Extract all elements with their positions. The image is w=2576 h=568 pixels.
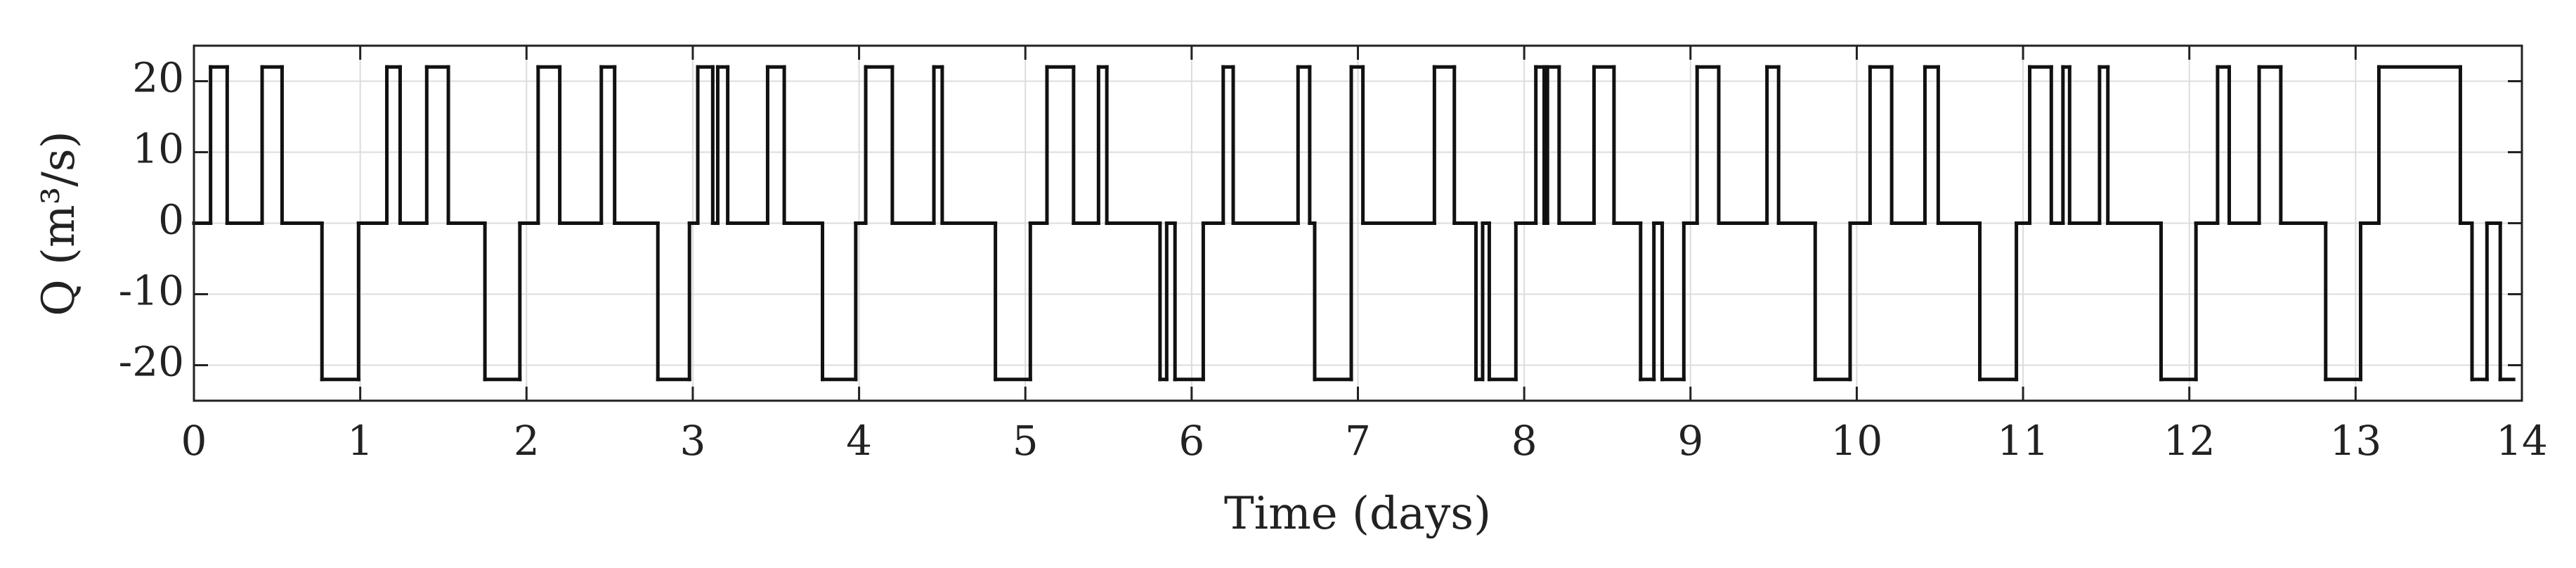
y-tick-label: -20 xyxy=(119,338,184,386)
x-tick-label: 8 xyxy=(1511,417,1537,465)
x-tick-label: 9 xyxy=(1677,417,1703,465)
x-tick-label: 11 xyxy=(1997,417,2049,465)
x-tick-label: 6 xyxy=(1178,417,1204,465)
plot-frame xyxy=(193,44,2523,402)
x-tick-label: 0 xyxy=(181,417,207,465)
x-tick-label: 1 xyxy=(347,417,373,465)
y-tick-label: -10 xyxy=(119,267,184,315)
x-tick-label: 12 xyxy=(2164,417,2216,465)
y-tick-label: 0 xyxy=(158,196,184,244)
x-tick-label: 13 xyxy=(2329,417,2381,465)
y-tick-label: 20 xyxy=(132,54,184,102)
x-tick-label: 10 xyxy=(1831,417,1883,465)
x-axis-label: Time (days) xyxy=(1224,488,1491,540)
y-tick-label: 10 xyxy=(132,125,184,173)
x-tick-label: 2 xyxy=(514,417,540,465)
x-tick-label: 3 xyxy=(679,417,705,465)
x-tick-label: 4 xyxy=(846,417,872,465)
x-tick-label: 7 xyxy=(1345,417,1371,465)
y-axis-label: Q (m³/s) xyxy=(33,131,85,316)
x-tick-label: 14 xyxy=(2496,417,2548,465)
x-tick-label: 5 xyxy=(1013,417,1039,465)
